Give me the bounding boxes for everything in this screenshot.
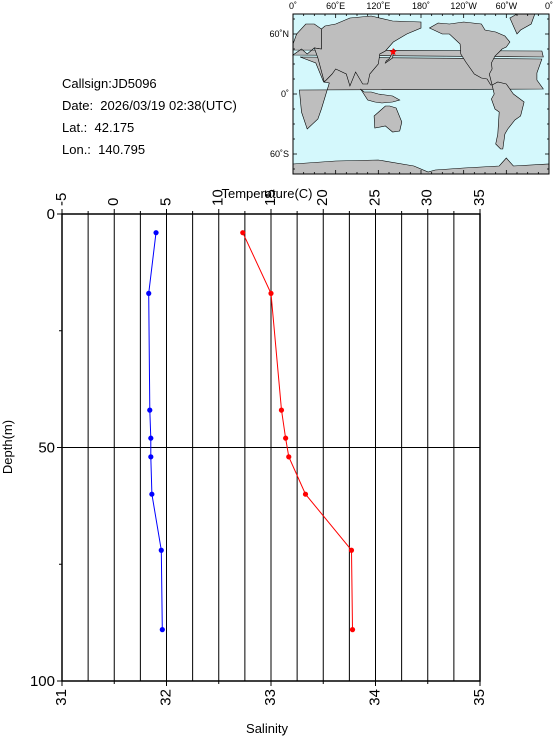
map-longitude-labels: 0˚ 60˚E 120˚E 180˚ 120˚W 60˚W 0˚ [289, 1, 553, 11]
map-lon-label: 180˚ [412, 1, 430, 11]
station-marker-star [389, 47, 397, 56]
map-land-asia [313, 15, 422, 87]
depth-ticks: 0 50 100 [30, 206, 62, 690]
temperature-point [283, 435, 289, 441]
temperature-tick-label: 35 [471, 189, 488, 206]
salinity-axis-title: Salinity [246, 721, 288, 736]
temperature-tick-label: 5 [157, 198, 174, 206]
map-lat-label: 60˚S [270, 149, 289, 159]
salinity-point [153, 230, 159, 236]
location-map: 0˚ 60˚E 120˚E 180˚ 120˚W 60˚W 0˚ 60˚N 0˚ 60˚S [269, 1, 553, 175]
temperature-tick-label: 25 [366, 189, 383, 206]
depth-axis-title: Depth(m) [0, 420, 15, 474]
salinity-point [146, 290, 152, 296]
salinity-tick-label: 32 [157, 689, 174, 706]
map-land [292, 13, 550, 175]
depth-tick-label: 0 [47, 206, 55, 223]
series-layer [146, 230, 356, 633]
salinity-line [148, 232, 163, 630]
longitude-text: Lon.: 140.795 [62, 142, 146, 157]
temperature-point [268, 290, 274, 296]
station-info: Callsign:JD5096 Date: 2026/03/19 02:38(U… [62, 73, 237, 161]
map-lon-label: 60˚E [326, 1, 345, 11]
salinity-series [146, 230, 165, 633]
salinity-ticks: 31 32 33 34 35 [53, 681, 488, 706]
map-lat-label: 60˚N [269, 29, 289, 39]
map-lon-label: 0˚ [545, 1, 553, 11]
temperature-point [348, 547, 355, 553]
salinity-point [159, 627, 165, 633]
salinity-point [147, 407, 153, 413]
temperature-tick-label: 30 [419, 189, 436, 206]
temperature-point [278, 407, 285, 413]
salinity-point [149, 491, 155, 497]
salinity-point [148, 454, 154, 460]
map-ticks [292, 14, 550, 174]
temperature-tick-label: -5 [53, 193, 70, 206]
map-lon-label: 120˚E [366, 1, 390, 11]
temperature-series [240, 230, 356, 633]
temperature-ticks: -5 0 5 10 15 20 25 30 35 [53, 189, 488, 214]
salinity-point [158, 547, 164, 553]
temperature-tick-label: 0 [105, 198, 122, 206]
map-land-indonesia [360, 88, 401, 104]
station-marker [389, 47, 397, 56]
depth-tick-label: 100 [30, 673, 55, 690]
callsign-text: Callsign:JD5096 [62, 76, 157, 91]
temperature-point [240, 230, 246, 236]
latitude-text: Lat.: 42.175 [62, 120, 135, 135]
depth-tick-label: 50 [38, 440, 55, 457]
temperature-axis-title: Temperature(C) [221, 186, 312, 201]
date-text: Date: 2026/03/19 02:38(UTC) [62, 98, 237, 113]
temperature-point [349, 627, 356, 633]
salinity-tick-label: 34 [366, 689, 383, 706]
map-land-south-america [491, 81, 525, 150]
map-lat-label: 0˚ [281, 89, 289, 99]
map-land-north-america [428, 21, 511, 86]
map-lon-label: 60˚W [496, 1, 518, 11]
temperature-tick-label: 15 [262, 189, 279, 206]
temperature-tick-label: 20 [314, 189, 331, 206]
salinity-tick-label: 33 [262, 689, 279, 706]
map-lon-label: 120˚W [450, 1, 477, 11]
salinity-tick-label: 35 [471, 689, 488, 706]
map-latitude-labels: 60˚N 0˚ 60˚S [269, 29, 289, 159]
temperature-line [242, 232, 353, 630]
salinity-tick-label: 31 [53, 689, 70, 706]
plot-frame [61, 213, 481, 682]
temperature-point [302, 491, 309, 497]
temperature-point [286, 454, 292, 460]
temperature-tick-label: 10 [210, 189, 227, 206]
salinity-point [148, 435, 154, 441]
map-lon-label: 0˚ [289, 1, 297, 11]
map-land-australia [373, 105, 403, 133]
